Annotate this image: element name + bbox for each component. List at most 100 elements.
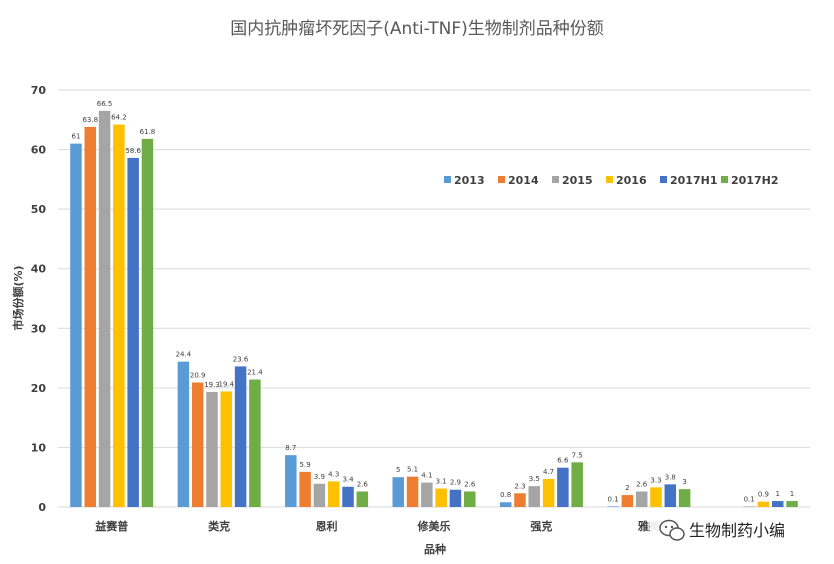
bar xyxy=(571,462,583,507)
data-label: 5 xyxy=(396,466,400,474)
bar xyxy=(206,392,218,507)
data-labels: 6163.866.564.258.661.824.420.919.319.423… xyxy=(72,100,795,504)
x-tick-label: 类克 xyxy=(208,519,230,533)
legend-swatch xyxy=(606,176,613,183)
x-axis-ticks: 益赛普 类克 恩利 修美乐 强克 雅美 xyxy=(95,519,661,533)
legend-item: 2016 xyxy=(606,174,647,187)
data-label: 0.1 xyxy=(608,495,619,503)
data-label: 19.4 xyxy=(218,380,234,388)
y-tick-label: 60 xyxy=(31,144,47,157)
legend-label: 2014 xyxy=(508,174,539,187)
data-label: 2.3 xyxy=(514,482,525,490)
data-label: 2.6 xyxy=(357,481,369,489)
data-label: 2 xyxy=(625,484,629,492)
data-label: 1 xyxy=(790,490,794,498)
bar xyxy=(406,476,419,507)
bar xyxy=(127,157,139,507)
data-label: 6.6 xyxy=(557,457,569,465)
legend-item: 2014 xyxy=(498,174,539,187)
bar xyxy=(771,501,784,507)
bar xyxy=(650,487,662,507)
wechat-icon xyxy=(659,519,685,541)
legend-swatch xyxy=(444,176,451,183)
bar xyxy=(449,489,462,507)
data-label: 66.5 xyxy=(97,100,113,108)
chart-title: 国内抗肿瘤坏死因子(Anti-TNF)生物制剂品种份额 xyxy=(230,19,604,39)
y-tick-label: 20 xyxy=(31,382,47,395)
bar xyxy=(678,489,691,507)
y-tick-label: 10 xyxy=(31,441,47,454)
legend-label: 2013 xyxy=(454,174,485,187)
watermark-text: 生物制药小编 xyxy=(689,521,785,540)
legend-swatch xyxy=(552,176,559,183)
bar xyxy=(557,467,569,507)
data-label: 4.3 xyxy=(328,470,339,478)
legend-label: 2017H1 xyxy=(670,174,717,187)
legend-swatch xyxy=(498,176,505,183)
bar xyxy=(356,491,369,507)
gridlines xyxy=(58,89,810,508)
data-label: 19.3 xyxy=(204,381,220,389)
bar xyxy=(499,502,512,507)
data-label: 64.2 xyxy=(111,114,127,122)
bar xyxy=(757,501,770,507)
bar xyxy=(664,484,677,507)
legend-item: 2017H1 xyxy=(660,174,717,187)
bar xyxy=(392,477,404,507)
bar xyxy=(528,486,541,507)
data-label: 4.7 xyxy=(543,468,554,476)
data-label: 2.9 xyxy=(450,479,461,487)
bars xyxy=(70,110,798,508)
bar xyxy=(191,382,204,507)
data-label: 3.5 xyxy=(529,475,540,483)
data-label: 58.6 xyxy=(125,147,141,155)
data-label: 0.9 xyxy=(758,491,769,499)
bar xyxy=(234,366,247,507)
bar xyxy=(514,493,526,507)
bar xyxy=(786,501,798,507)
y-axis-ticks: 0 10 20 30 40 50 60 70 xyxy=(31,84,47,514)
data-label: 20.9 xyxy=(190,371,206,379)
x-tick-label: 强克 xyxy=(530,519,552,533)
y-tick-label: 30 xyxy=(31,322,47,335)
bar xyxy=(70,143,82,507)
bar xyxy=(113,124,125,508)
data-label: 5.9 xyxy=(300,461,311,469)
data-label: 61.8 xyxy=(140,128,156,136)
data-label: 2.6 xyxy=(464,481,476,489)
legend-item: 2017H2 xyxy=(721,174,778,187)
bar xyxy=(177,361,190,507)
y-tick-label: 50 xyxy=(31,203,47,216)
bar xyxy=(327,481,340,507)
y-axis-label: 市场份额(%) xyxy=(11,265,25,330)
data-label: 2.6 xyxy=(636,481,648,489)
data-label: 3.8 xyxy=(665,473,676,481)
data-label: 3.1 xyxy=(436,478,447,486)
data-label: 3.9 xyxy=(314,473,325,481)
x-axis-label: 品种 xyxy=(424,542,446,556)
data-label: 63.8 xyxy=(82,116,98,124)
bar xyxy=(299,471,311,507)
data-label: 24.4 xyxy=(176,351,192,359)
y-tick-label: 70 xyxy=(31,84,47,97)
bar xyxy=(84,126,97,507)
data-label: 0.8 xyxy=(500,491,511,499)
bar xyxy=(435,488,447,507)
data-label: 5.1 xyxy=(407,466,418,474)
legend-swatch xyxy=(721,176,728,183)
bar xyxy=(98,110,111,507)
bar xyxy=(542,479,555,507)
legend-label: 2015 xyxy=(562,174,593,187)
data-label: 21.4 xyxy=(247,369,263,377)
bar xyxy=(464,491,476,507)
data-label: 3 xyxy=(682,478,686,486)
legend: 2013 2014 2015 2016 2017H1 2017H2 xyxy=(444,174,778,187)
bar xyxy=(141,138,154,507)
bar xyxy=(342,486,354,507)
data-label: 7.5 xyxy=(572,451,583,459)
legend-item: 2015 xyxy=(552,174,593,187)
legend-label: 2016 xyxy=(616,174,647,187)
legend-swatch xyxy=(660,176,667,183)
